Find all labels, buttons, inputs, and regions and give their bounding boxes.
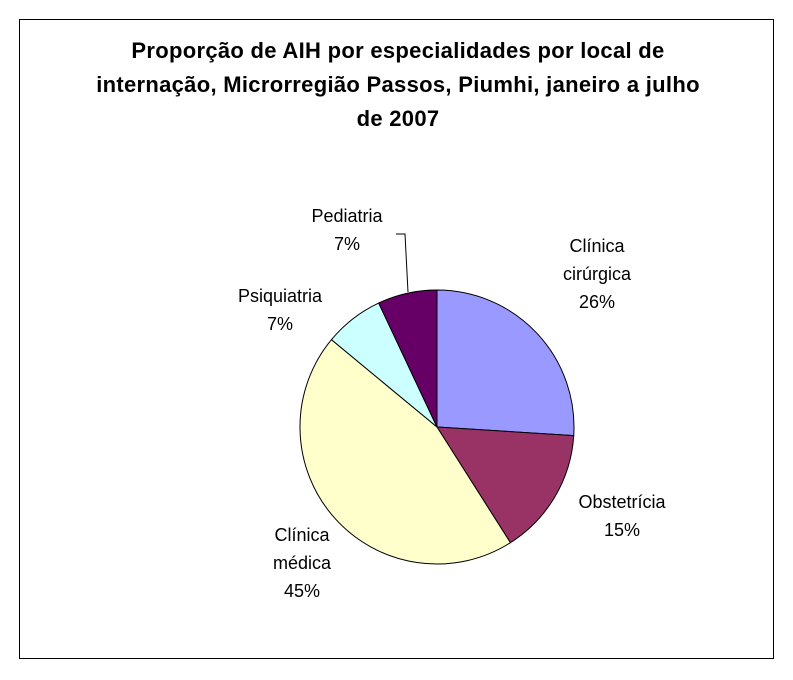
- pie-slice: [436, 289, 575, 437]
- value-label: 26%: [578, 292, 616, 312]
- chart-title: Proporção de AIH por especialidades por …: [96, 38, 700, 131]
- chart-frame: [19, 19, 774, 659]
- category-label: Clínica médica: [272, 525, 332, 573]
- pie-slice: [299, 338, 512, 565]
- category-label: Psiquiatria: [237, 286, 323, 306]
- value-label: 15%: [603, 520, 641, 540]
- pie-slice: [378, 289, 438, 428]
- slice-label: Pediatria 7%: [292, 202, 402, 258]
- leader-line: [396, 233, 409, 293]
- slice-label: Clínica cirúrgica 26%: [542, 232, 652, 316]
- category-label: Clínica cirúrgica: [562, 236, 632, 284]
- slice-label: Obstetrícia 15%: [562, 488, 682, 544]
- slice-label: Clínica médica 45%: [247, 521, 357, 605]
- value-label: 45%: [283, 581, 321, 601]
- value-label: 7%: [266, 314, 293, 334]
- pie-slice: [436, 426, 575, 544]
- value-label: 7%: [333, 234, 360, 254]
- category-label: Obstetrícia: [578, 492, 666, 512]
- category-label: Pediatria: [311, 206, 383, 226]
- slice-label: Psiquiatria 7%: [225, 282, 335, 338]
